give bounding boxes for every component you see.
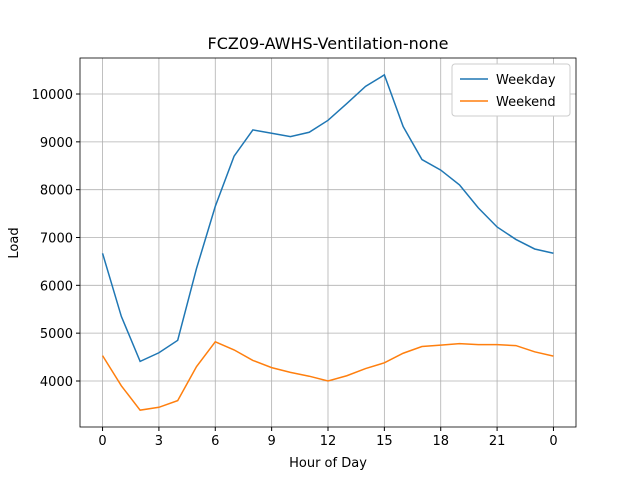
legend-label: Weekend <box>496 95 556 110</box>
legend-box <box>451 63 571 117</box>
x-tick-label: 3 <box>155 434 163 449</box>
y-tick-label: 8000 <box>40 184 73 199</box>
y-tick-label: 4000 <box>40 375 73 390</box>
line-series <box>101 340 554 411</box>
y-tick-label: 5000 <box>40 327 73 342</box>
x-tick-label: 0 <box>98 434 106 449</box>
y-tick-label: 9000 <box>40 136 73 151</box>
x-tick-label: 15 <box>376 434 393 449</box>
y-tick-label: 6000 <box>40 279 73 294</box>
x-tick-label: 9 <box>267 434 275 449</box>
x-tick-label: 18 <box>432 434 449 449</box>
legend-label: Weekday <box>496 73 556 88</box>
x-tick-label: 12 <box>320 434 337 449</box>
y-axis-label: Load <box>7 227 22 258</box>
x-axis-label: Hour of Day <box>289 456 367 471</box>
x-tick-label: 21 <box>489 434 506 449</box>
y-tick-label: 7000 <box>40 232 73 247</box>
y-tick-label: 10000 <box>32 88 73 103</box>
legend: Weekday Weekend <box>451 63 571 117</box>
x-tick-label: 6 <box>211 434 219 449</box>
x-tick-label: 0 <box>549 434 557 449</box>
plot-frame <box>79 57 577 428</box>
line-series <box>101 73 554 363</box>
chart-title: FCZ09-AWHS-Ventilation-none <box>207 34 448 53</box>
